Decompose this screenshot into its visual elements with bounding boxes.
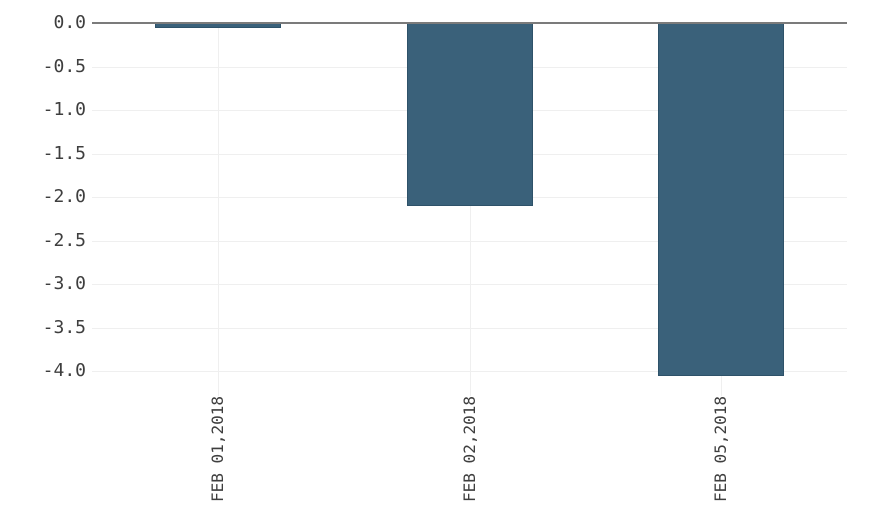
y-tick-label: 0.0 [53,12,86,33]
x-tick-label: FEB 05,2018 [711,396,730,502]
x-gridline [218,23,219,396]
x-gridline [470,23,471,396]
bar-feb-01-2018 [155,24,281,28]
y-gridline [92,371,847,372]
zero-axis-line [92,22,847,24]
y-tick-label: -1.0 [42,99,86,120]
y-tick-label: -3.5 [42,316,86,338]
y-tick-label: -0.5 [42,55,86,77]
x-tick-label: FEB 02,2018 [460,396,479,502]
plot-area [92,22,847,396]
y-gridline [92,327,847,329]
x-tick-label: FEB 01,2018 [208,396,227,502]
y-gridline [92,284,847,285]
bar-feb-05-2018 [658,24,784,376]
y-tick-label: -2.5 [42,229,86,251]
y-tick-label: -4.0 [42,360,86,381]
y-tick-label: -1.5 [42,142,86,164]
bar-feb-02-2018 [407,24,533,206]
y-gridline [92,240,847,242]
y-tick-label: -2.0 [42,186,86,207]
y-tick-label: -3.0 [42,273,86,294]
